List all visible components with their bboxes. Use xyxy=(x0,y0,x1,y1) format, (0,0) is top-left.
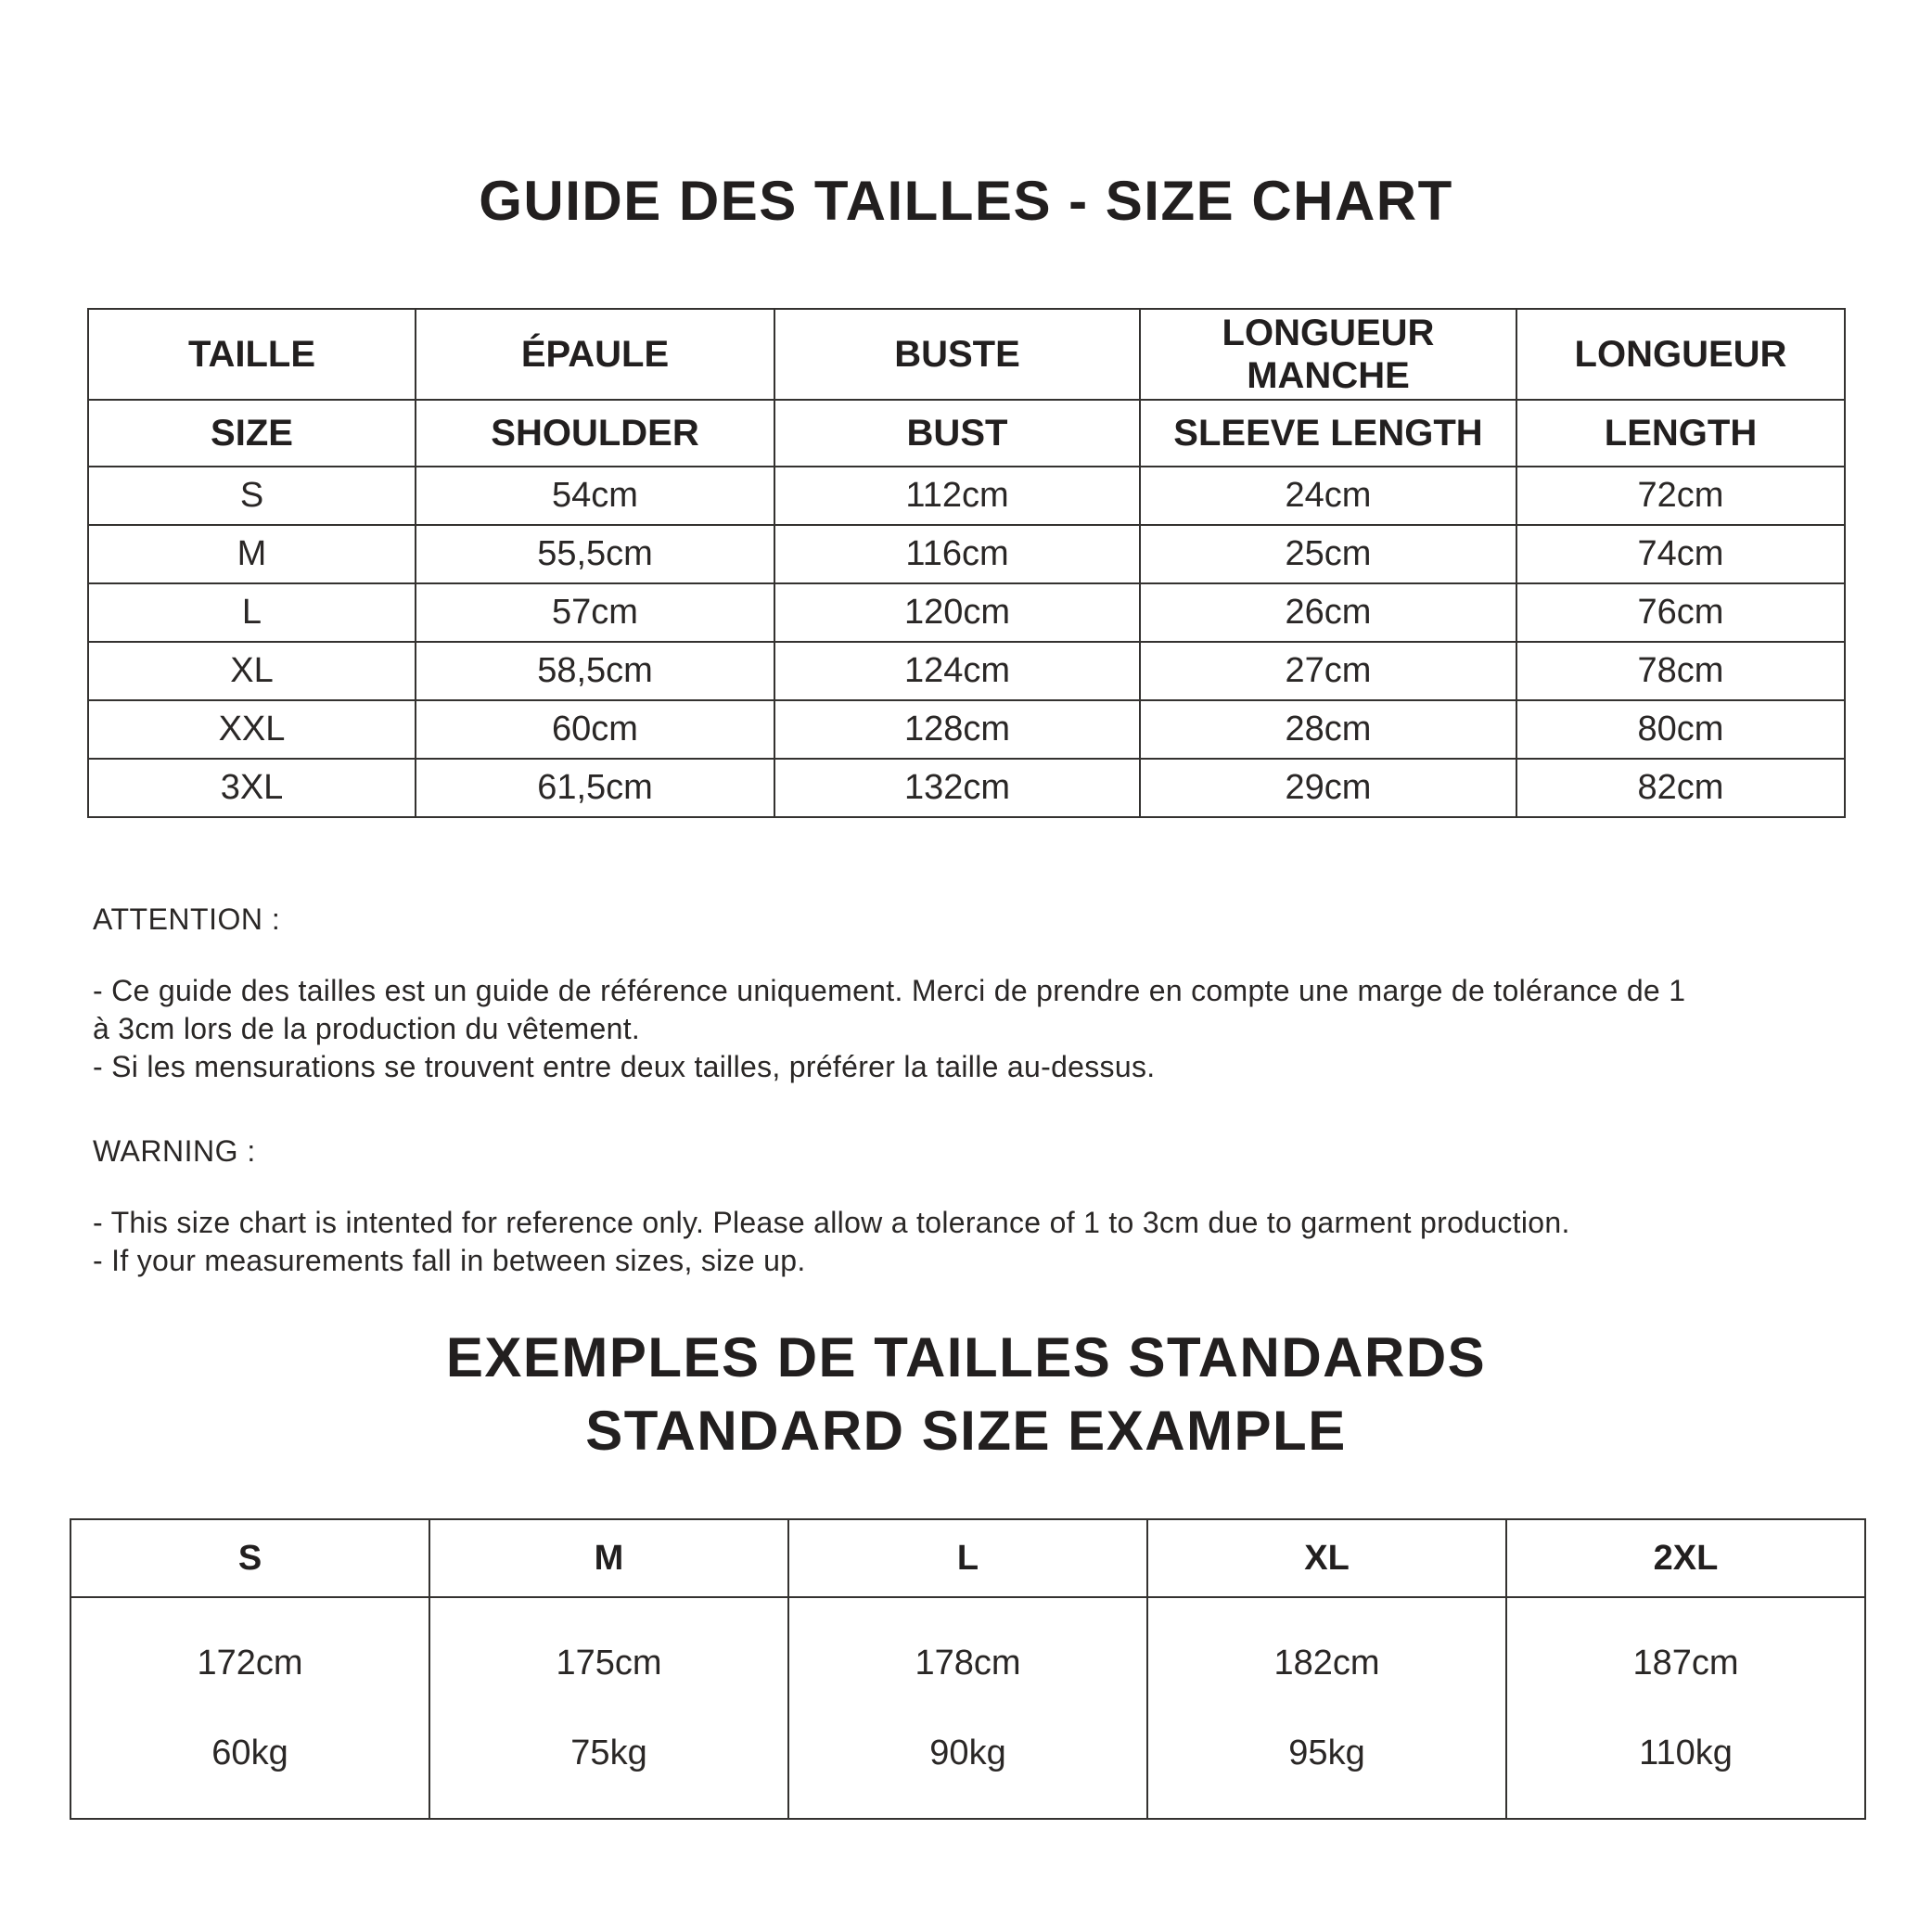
cell-bust: 116cm xyxy=(774,524,1141,584)
cell-bust: 120cm xyxy=(774,582,1141,643)
col-header-longueur: LONGUEUR xyxy=(1516,308,1846,401)
table-row-s: S 54cm 112cm 24cm 72cm xyxy=(87,466,1846,526)
example-cell-m: 175cm 75kg xyxy=(429,1596,789,1820)
cell-length: 74cm xyxy=(1516,524,1846,584)
warning-label: WARNING : xyxy=(93,1134,256,1168)
weight-value: 95kg xyxy=(1288,1734,1365,1772)
cell-shoulder: 55,5cm xyxy=(415,524,775,584)
height-value: 187cm xyxy=(1632,1644,1739,1683)
col-header-bust: BUST xyxy=(774,399,1141,467)
col-header-taille: TAILLE xyxy=(87,308,416,401)
cell-size: M xyxy=(87,524,416,584)
weight-value: 60kg xyxy=(211,1734,288,1772)
cell-size: L xyxy=(87,582,416,643)
col-header-longueur-manche: LONGUEUR MANCHE xyxy=(1139,308,1517,401)
cell-length: 76cm xyxy=(1516,582,1846,643)
cell-length: 82cm xyxy=(1516,758,1846,818)
cell-size: XL xyxy=(87,641,416,701)
height-value: 175cm xyxy=(556,1644,662,1683)
col-header-buste: BUSTE xyxy=(774,308,1141,401)
cell-sleeve: 26cm xyxy=(1139,582,1517,643)
col-header-length: LENGTH xyxy=(1516,399,1846,467)
example-values-row: 172cm 60kg 175cm 75kg 178cm 90kg 182cm 9… xyxy=(70,1596,1866,1820)
cell-shoulder: 60cm xyxy=(415,699,775,760)
cell-length: 78cm xyxy=(1516,641,1846,701)
warning-notes: - This size chart is intented for refere… xyxy=(93,1204,1846,1280)
table-row-l: L 57cm 120cm 26cm 76cm xyxy=(87,582,1846,643)
attention-item-tolerance: - Ce guide des tailles est un guide de r… xyxy=(93,974,1686,1045)
cell-sleeve: 27cm xyxy=(1139,641,1517,701)
size-chart-table: TAILLE ÉPAULE BUSTE LONGUEUR MANCHE LONG… xyxy=(87,308,1846,818)
examples-title: EXEMPLES DE TAILLES STANDARDS STANDARD S… xyxy=(0,1321,1932,1467)
warning-item-tolerance: - This size chart is intented for refere… xyxy=(93,1206,1570,1239)
col-header-epaule: ÉPAULE xyxy=(415,308,775,401)
example-cell-xl: 182cm 95kg xyxy=(1146,1596,1507,1820)
attention-notes: - Ce guide des tailles est un guide de r… xyxy=(93,972,1846,1086)
size-chart-header-row-en: SIZE SHOULDER BUST SLEEVE LENGTH LENGTH xyxy=(87,399,1846,467)
table-row-3xl: 3XL 61,5cm 132cm 29cm 82cm xyxy=(87,758,1846,818)
cell-bust: 128cm xyxy=(774,699,1141,760)
cell-size: S xyxy=(87,466,416,526)
cell-length: 72cm xyxy=(1516,466,1846,526)
page-title: GUIDE DES TAILLES - SIZE CHART xyxy=(479,170,1453,232)
examples-title-fr: EXEMPLES DE TAILLES STANDARDS xyxy=(445,1326,1487,1388)
height-value: 172cm xyxy=(197,1644,303,1683)
example-cell-2xl: 187cm 110kg xyxy=(1505,1596,1866,1820)
example-col-m: M xyxy=(429,1518,789,1598)
cell-sleeve: 24cm xyxy=(1139,466,1517,526)
cell-bust: 112cm xyxy=(774,466,1141,526)
table-row-xl: XL 58,5cm 124cm 27cm 78cm xyxy=(87,641,1846,701)
cell-sleeve: 29cm xyxy=(1139,758,1517,818)
cell-bust: 132cm xyxy=(774,758,1141,818)
example-col-l: L xyxy=(787,1518,1148,1598)
height-value: 182cm xyxy=(1273,1644,1380,1683)
cell-shoulder: 61,5cm xyxy=(415,758,775,818)
attention-item-size-up: - Si les mensurations se trouvent entre … xyxy=(93,1050,1156,1083)
weight-value: 90kg xyxy=(929,1734,1006,1772)
cell-size: 3XL xyxy=(87,758,416,818)
example-cell-l: 178cm 90kg xyxy=(787,1596,1148,1820)
cell-bust: 124cm xyxy=(774,641,1141,701)
weight-value: 110kg xyxy=(1639,1734,1733,1772)
col-header-shoulder: SHOULDER xyxy=(415,399,775,467)
table-row-m: M 55,5cm 116cm 25cm 74cm xyxy=(87,524,1846,584)
cell-shoulder: 57cm xyxy=(415,582,775,643)
cell-sleeve: 28cm xyxy=(1139,699,1517,760)
example-cell-s: 172cm 60kg xyxy=(70,1596,430,1820)
size-chart-header-row-fr: TAILLE ÉPAULE BUSTE LONGUEUR MANCHE LONG… xyxy=(87,308,1846,401)
cell-length: 80cm xyxy=(1516,699,1846,760)
cell-shoulder: 58,5cm xyxy=(415,641,775,701)
examples-title-en: STANDARD SIZE EXAMPLE xyxy=(585,1400,1347,1462)
cell-sleeve: 25cm xyxy=(1139,524,1517,584)
cell-size: XXL xyxy=(87,699,416,760)
warning-item-size-up: - If your measurements fall in between s… xyxy=(93,1244,806,1277)
col-header-sleeve-length: SLEEVE LENGTH xyxy=(1139,399,1517,467)
example-col-2xl: 2XL xyxy=(1505,1518,1866,1598)
example-col-s: S xyxy=(70,1518,430,1598)
attention-label: ATTENTION : xyxy=(93,902,281,936)
example-col-xl: XL xyxy=(1146,1518,1507,1598)
standard-size-example-table: S M L XL 2XL 172cm 60kg 175cm 75kg 178cm… xyxy=(70,1518,1866,1820)
cell-shoulder: 54cm xyxy=(415,466,775,526)
col-header-size: SIZE xyxy=(87,399,416,467)
weight-value: 75kg xyxy=(570,1734,647,1772)
example-header-row: S M L XL 2XL xyxy=(70,1518,1866,1598)
height-value: 178cm xyxy=(915,1644,1021,1683)
table-row-xxl: XXL 60cm 128cm 28cm 80cm xyxy=(87,699,1846,760)
